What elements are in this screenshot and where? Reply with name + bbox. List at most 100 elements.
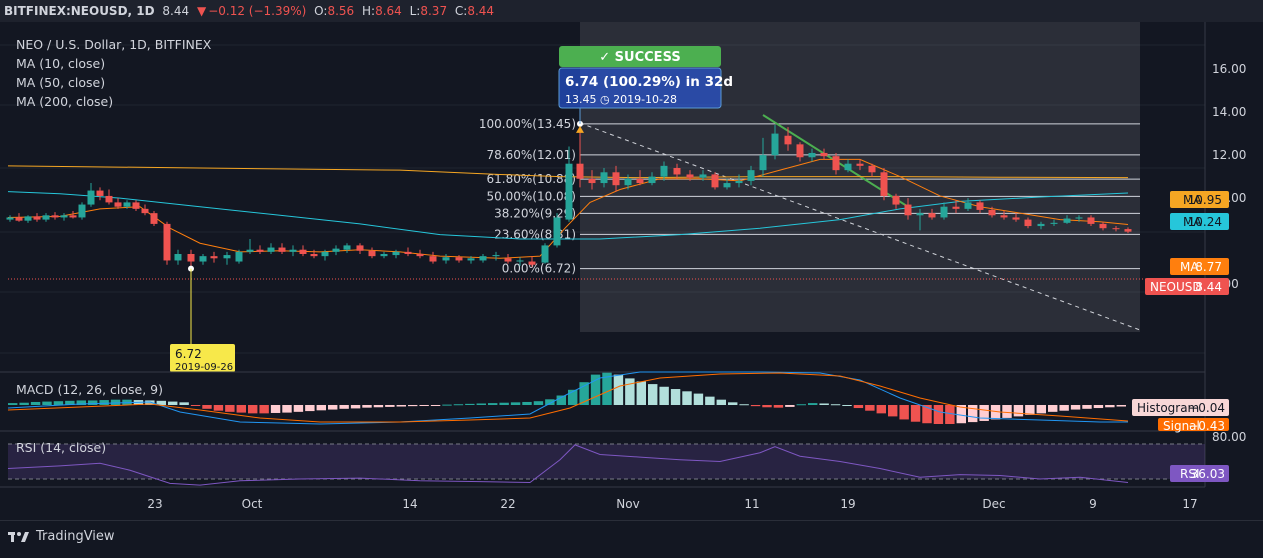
macd-bar-18	[213, 405, 224, 411]
chart-canvas[interactable]: 100.00%(13.45) 78.60%(12.01) 61.80%(10.88)…	[0, 22, 1263, 520]
macd-bar-58	[670, 389, 681, 405]
high-marker-arrow	[576, 125, 584, 133]
candle-body-36	[380, 254, 388, 257]
close-label: C:	[454, 4, 468, 18]
macd-bar-97	[1116, 405, 1126, 407]
y-tick-0: 16.00	[1212, 62, 1246, 76]
ma200-legend[interactable]: MA (200, close)	[16, 94, 114, 109]
low-date-label: 2019-09-26	[175, 362, 233, 373]
macd-bar-26	[305, 405, 315, 412]
candle-body-64	[723, 183, 731, 188]
candle-body-71	[808, 152, 816, 158]
histogram-badge-label: Histogram	[1137, 401, 1199, 415]
rsi-level-label: 80.00	[1212, 430, 1246, 444]
x-tick-4: Nov	[616, 497, 639, 511]
symbol-header: BITFINEX:NEOUSD, 1D 8.44 ▼ −0.12 (−1.39%)…	[0, 0, 1263, 22]
success-badge	[559, 46, 721, 67]
macd-bar-59	[682, 391, 692, 405]
candle-body-45	[492, 255, 500, 257]
candle-body-50	[553, 217, 561, 246]
candle-body-69	[784, 135, 792, 145]
macd-bar-64	[739, 404, 749, 406]
tradingview-logo[interactable]: TradingView	[8, 529, 115, 544]
candle-body-95	[1099, 223, 1107, 229]
candle-body-65	[735, 180, 743, 184]
symbol-name[interactable]: BITFINEX:NEOUSD, 1D	[4, 4, 155, 18]
ma10-line	[7, 158, 1129, 259]
macd-bar-86	[990, 405, 1001, 420]
candle-body-68	[771, 133, 779, 156]
ma50-badge-label: MA	[1183, 215, 1202, 229]
macd-bar-79	[910, 405, 921, 422]
macd-bar-55	[636, 381, 646, 405]
ma50-legend[interactable]: MA (50, close)	[16, 75, 106, 90]
x-tick-3: 22	[500, 497, 515, 511]
candle-body-16	[150, 213, 158, 224]
macd-bar-95	[1093, 405, 1104, 409]
macd-bar-52	[602, 372, 612, 405]
ma10-path	[7, 158, 1129, 259]
macd-bar-41	[476, 403, 486, 405]
candle-body-48	[528, 261, 536, 265]
fib-retracement[interactable]: 100.00%(13.45) 78.60%(12.01) 61.80%(10.88)…	[479, 117, 1140, 276]
macd-bar-6	[76, 400, 86, 405]
macd-bar-78	[899, 405, 909, 420]
candle-body-18	[174, 254, 182, 261]
macd-bar-34	[396, 405, 406, 407]
macd-bar-87	[1002, 405, 1012, 418]
candle-body-55	[612, 172, 620, 186]
macd-bar-20	[236, 405, 246, 413]
candle-body-2	[24, 216, 32, 221]
candle-body-96	[1112, 228, 1120, 230]
candle-body-6	[60, 215, 68, 218]
macd-bar-44	[510, 402, 521, 405]
macd-bar-4	[53, 401, 64, 405]
x-tick-2: 14	[402, 497, 417, 511]
macd-bar-49	[568, 389, 578, 405]
macd-bar-47	[545, 399, 555, 405]
macd-bar-42	[488, 403, 498, 405]
macd-bar-25	[293, 405, 304, 412]
candle-body-83	[952, 206, 960, 209]
chart-title-legend[interactable]: NEO / U.S. Dollar, 1D, BITFINEX	[16, 37, 212, 52]
macd-bar-73	[842, 405, 852, 406]
macd-bar-33	[385, 405, 395, 407]
macd-bar-90	[1036, 405, 1046, 414]
macd-bar-12	[145, 400, 155, 405]
last-price-badge-box	[1145, 278, 1229, 295]
candle-body-76	[868, 165, 876, 173]
candle-body-70	[796, 144, 804, 158]
macd-bar-60	[693, 393, 704, 405]
macd-bar-70	[808, 403, 818, 405]
macd-bar-29	[339, 405, 349, 409]
candle-body-43	[467, 258, 475, 261]
macd-bar-83	[956, 405, 966, 424]
candle-body-75	[856, 163, 864, 166]
macd-bar-93	[1070, 405, 1081, 410]
high-label: H:	[362, 4, 376, 18]
candle-body-11	[105, 195, 113, 203]
last-price-badge-value: 8.44	[1195, 280, 1222, 294]
macd-bar-24	[282, 405, 292, 413]
macd-bar-56	[648, 384, 658, 405]
candle-body-17	[163, 223, 171, 261]
price-change: −0.12 (−1.39%)	[208, 4, 307, 18]
candle-body-57	[636, 178, 644, 184]
fib-level-label-3: 50.00%(10.08)	[487, 189, 576, 203]
candle-body-7	[69, 215, 77, 218]
close-value: 8.44	[467, 4, 495, 18]
candle-body-1	[15, 217, 23, 221]
low-callout	[170, 344, 235, 372]
macd-bar-63	[728, 402, 738, 405]
measure-main-text: 6.74 (100.29%) in 32d	[565, 74, 733, 90]
ma10-legend[interactable]: MA (10, close)	[16, 56, 106, 71]
candle-body-46	[504, 258, 512, 262]
macd-bar-13	[156, 400, 166, 405]
candle-body-26	[267, 247, 275, 252]
x-tick-9: 17	[1182, 497, 1197, 511]
fib-level-label-4: 38.20%(9.29)	[494, 206, 576, 220]
candle-body-15	[141, 208, 149, 214]
macd-bar-2	[30, 401, 41, 405]
time-axis[interactable]: 23 Oct 14 22 Nov 11 19 Dec 9 17	[147, 497, 1197, 511]
